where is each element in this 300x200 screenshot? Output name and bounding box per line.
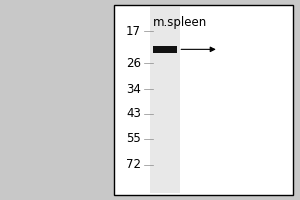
Text: 55: 55: [126, 132, 141, 145]
Bar: [114, 5, 293, 195]
Text: 17: 17: [126, 25, 141, 38]
Text: 26: 26: [126, 57, 141, 70]
Bar: [150, 7, 180, 193]
Bar: [153, 46, 177, 53]
Text: 72: 72: [126, 158, 141, 171]
Text: m.spleen: m.spleen: [153, 16, 207, 29]
Text: 34: 34: [126, 83, 141, 96]
Text: 43: 43: [126, 107, 141, 120]
